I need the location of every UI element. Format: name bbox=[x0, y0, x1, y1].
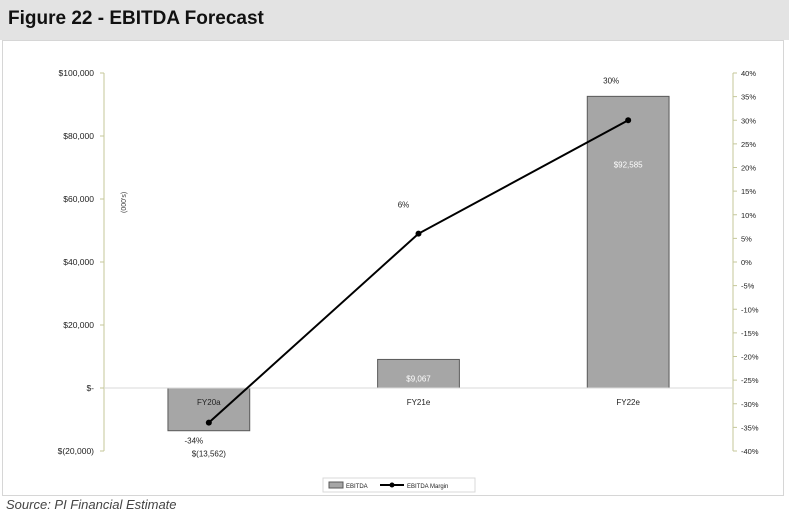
bar-FY21e bbox=[377, 358, 460, 389]
right-axis-tick-label: 5% bbox=[741, 234, 752, 243]
left-axis-tick-label: $- bbox=[86, 383, 94, 393]
margin-point bbox=[625, 117, 632, 124]
right-axis-tick-label: -20% bbox=[741, 353, 759, 362]
bar-value-label: $9,067 bbox=[406, 374, 431, 383]
right-axis-tick-label: 10% bbox=[741, 211, 756, 220]
x-tick-label: FY22e bbox=[616, 398, 640, 407]
right-axis-tick-label: 35% bbox=[741, 93, 756, 102]
right-axis: -40% -35% -30% -25% -20% -15% -10% -5% 0% 5% 10% 15… bbox=[732, 69, 759, 456]
legend: EBITDA EBITDA Margin bbox=[322, 477, 476, 493]
bar-FY20a bbox=[167, 387, 251, 432]
legend-label-ebitda: EBITDA bbox=[346, 484, 368, 490]
margin-line bbox=[205, 117, 632, 426]
margin-value-label: -34% bbox=[184, 437, 203, 446]
right-axis-tick-label: -10% bbox=[741, 305, 759, 314]
right-axis-tick-label: 40% bbox=[741, 69, 756, 78]
chart-frame: $(20,000) $- $20,000 $40,000 $60,000 $80,000 $… bbox=[2, 40, 784, 496]
left-axis-tick-label: $(20,000) bbox=[58, 446, 95, 456]
bar-FY22e bbox=[586, 95, 670, 389]
margin-point bbox=[415, 230, 422, 237]
right-axis-tick-label: -5% bbox=[741, 282, 755, 291]
bar-value-label: $92,585 bbox=[614, 160, 643, 169]
left-axis-tick-label: $100,000 bbox=[59, 68, 95, 78]
left-axis-tick-label: $20,000 bbox=[63, 320, 94, 330]
right-axis-tick-label: 30% bbox=[741, 116, 756, 125]
x-tick-labels: FY20a FY21e FY22e bbox=[197, 398, 640, 407]
right-axis-tick-label: 0% bbox=[741, 258, 752, 267]
left-axis: $(20,000) $- $20,000 $40,000 $60,000 $80,000 $… bbox=[58, 68, 105, 456]
figure-title: Figure 22 - EBITDA Forecast bbox=[8, 8, 264, 29]
x-tick-label: FY20a bbox=[197, 398, 221, 407]
left-axis-tick-label: $60,000 bbox=[63, 194, 94, 204]
legend-swatch-bar bbox=[328, 481, 344, 489]
right-axis-tick-label: -35% bbox=[741, 423, 759, 432]
margin-value-label: 6% bbox=[398, 201, 410, 210]
right-axis-tick-label: 25% bbox=[741, 140, 756, 149]
right-axis-tick-label: -25% bbox=[741, 376, 759, 385]
margin-point bbox=[205, 419, 212, 426]
right-axis-tick-label: -40% bbox=[741, 447, 759, 456]
legend-label-margin: EBITDA Margin bbox=[407, 484, 448, 490]
right-axis-tick-label: 15% bbox=[741, 187, 756, 196]
data-labels: $(13,562) $9,067 $92,585 -34% 6% 30% bbox=[184, 76, 643, 458]
right-axis-tick-label: 20% bbox=[741, 164, 756, 173]
y-axis-label: (000's) bbox=[121, 192, 128, 213]
ebitda-forecast-chart: $(20,000) $- $20,000 $40,000 $60,000 $80,000 $… bbox=[58, 68, 759, 493]
source-note: Source: PI Financial Estimate bbox=[6, 497, 177, 512]
x-tick-label: FY21e bbox=[407, 398, 431, 407]
left-axis-tick-label: $40,000 bbox=[63, 257, 94, 267]
legend-swatch-marker bbox=[389, 482, 395, 488]
bar-value-label: $(13,562) bbox=[192, 450, 227, 459]
figure-title-bar: Figure 22 - EBITDA Forecast bbox=[0, 0, 789, 40]
left-axis-tick-label: $80,000 bbox=[63, 131, 94, 141]
margin-value-label: 30% bbox=[603, 76, 619, 85]
right-axis-tick-label: -30% bbox=[741, 400, 759, 409]
right-axis-tick-label: -15% bbox=[741, 329, 759, 338]
